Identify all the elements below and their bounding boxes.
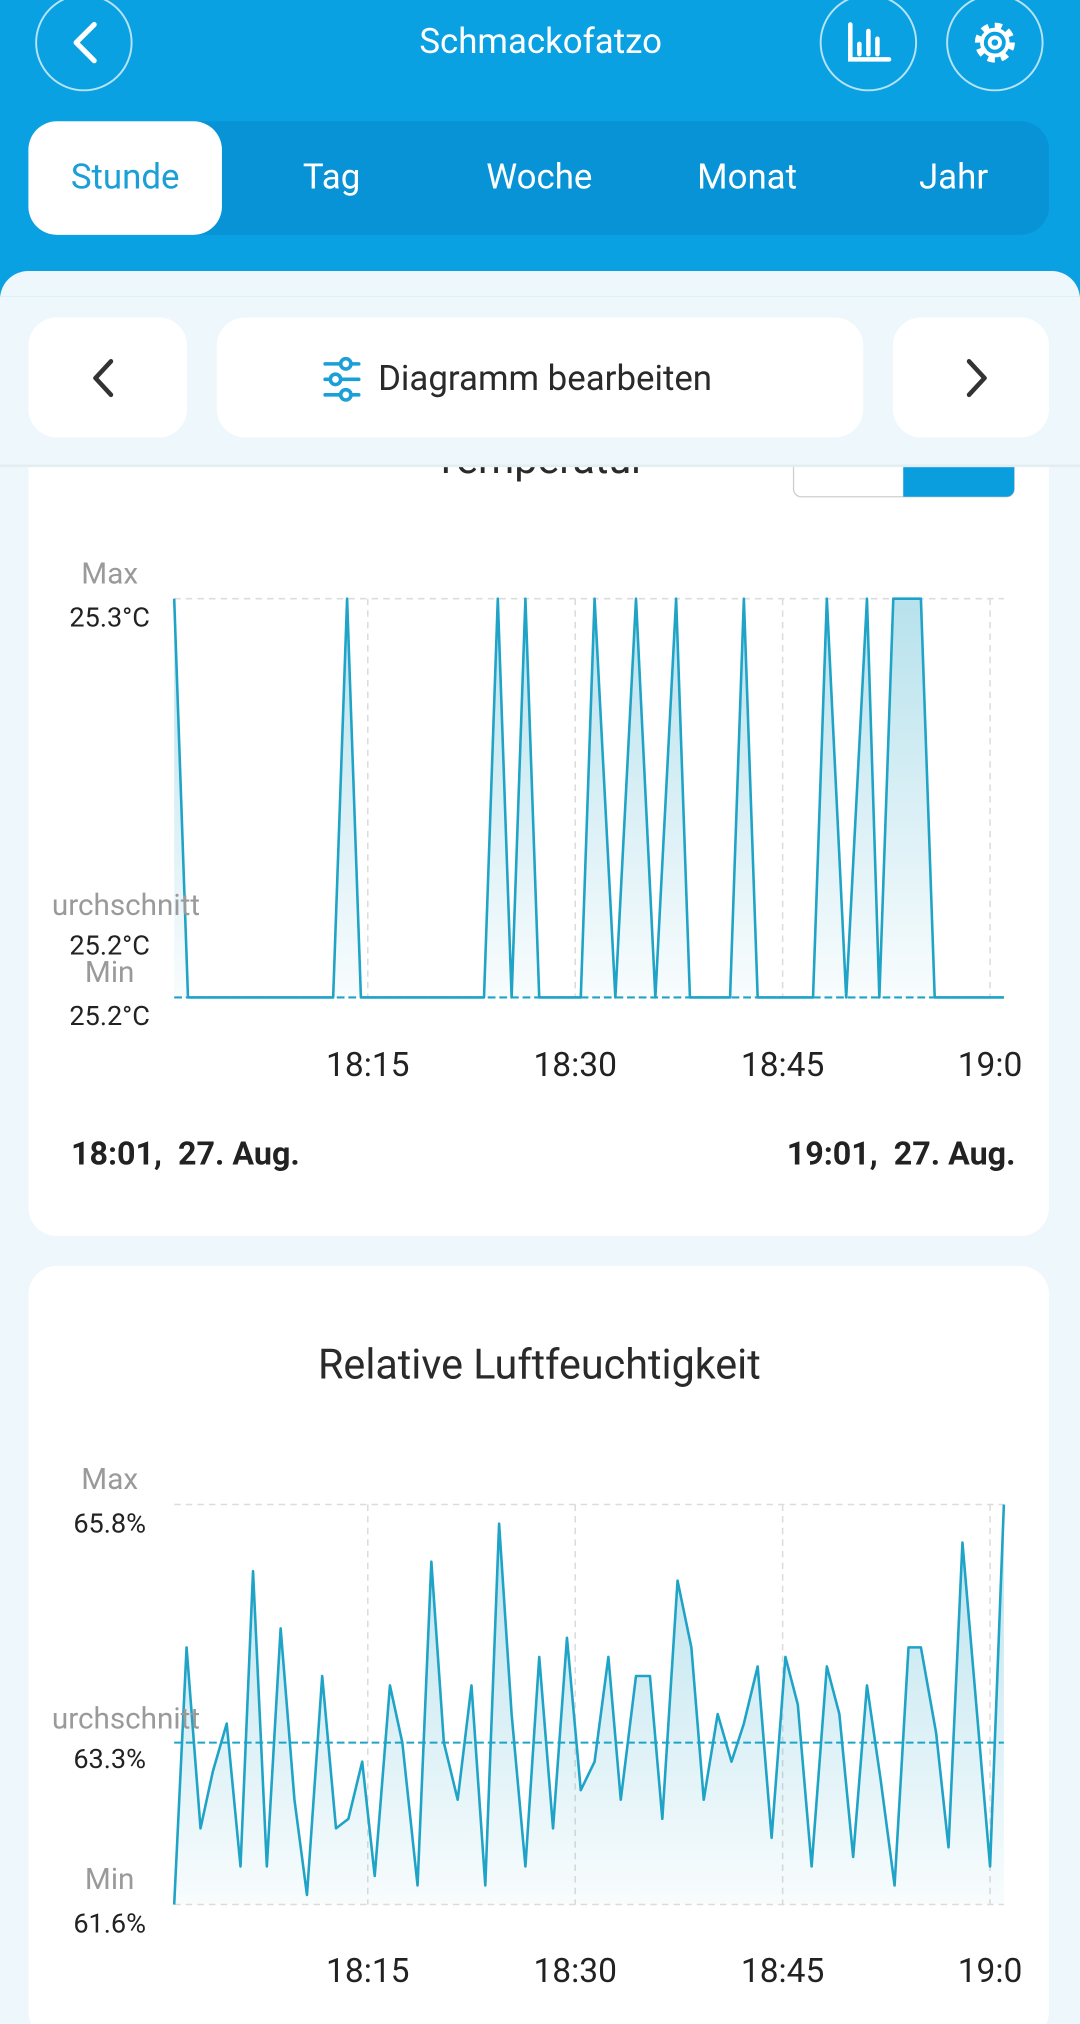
stats-button[interactable] — [819, 0, 918, 92]
edit-chart-button[interactable]: Diagramm bearbeiten — [216, 317, 864, 438]
average-label: 25.2°C — [69, 929, 150, 961]
x-tick-label: 18:30 — [533, 1046, 617, 1085]
average-name: urchschnitt — [52, 1702, 200, 1737]
active-tab-background[interactable] — [28, 121, 222, 235]
chart-title: Relative Luftfeuchtigkeit — [318, 1342, 761, 1390]
y-tick-label: 65.8% — [73, 1507, 146, 1539]
range-end: 19:01, 27. Aug. — [787, 1135, 1016, 1173]
edit-background[interactable] — [216, 317, 864, 438]
y-tick-name: Min — [85, 1862, 134, 1897]
previous-background[interactable] — [28, 317, 188, 438]
edit-button-label[interactable]: Diagramm bearbeiten — [378, 358, 712, 399]
y-tick-label: 25.2°C — [69, 1000, 150, 1032]
previous-icon[interactable] — [93, 359, 114, 398]
average-label: 63.3% — [73, 1743, 146, 1775]
back-icon[interactable] — [73, 21, 97, 64]
line-area — [174, 598, 1004, 998]
range-start: 18:01, 27. Aug. — [71, 1135, 300, 1173]
humidity-card: Relative Luftfeuchtigkeit 18:15 18:30 18:4… — [28, 1265, 1050, 2024]
slider-knob[interactable] — [338, 356, 353, 371]
back-button[interactable] — [35, 0, 133, 92]
x-tick-label: 18:45 — [741, 1952, 825, 1991]
content-top — [0, 270, 1080, 300]
tab-bar — [28, 121, 1050, 235]
y-tick-label: 61.6% — [73, 1907, 146, 1939]
stats-circle[interactable] — [819, 0, 918, 92]
y-tick-name: Max — [81, 556, 138, 591]
x-tick-label: 18:30 — [533, 1952, 617, 1991]
toolbar-shadow — [0, 464, 1080, 468]
tab-label[interactable]: Monat — [697, 157, 797, 198]
tab-label[interactable]: Jahr — [919, 157, 988, 198]
sliders-icon[interactable] — [323, 356, 361, 402]
stats-icon[interactable] — [848, 22, 892, 62]
previous-button[interactable] — [28, 317, 188, 438]
gear-teeth[interactable] — [974, 22, 1015, 63]
x-tick-label: 18:15 — [326, 1046, 410, 1085]
next-background[interactable] — [892, 317, 1050, 438]
gear-hub[interactable] — [987, 35, 1002, 50]
tab-label[interactable]: Stunde — [71, 157, 180, 198]
settings-button[interactable] — [946, 0, 1044, 92]
content-top-fill — [0, 296, 1080, 310]
y-tick-label: 25.3°C — [69, 602, 150, 634]
gear-ring[interactable] — [979, 27, 1010, 58]
slider-knob[interactable] — [338, 387, 353, 402]
header-title: Schmackofatzo — [419, 21, 662, 62]
tabs: Stunde Tag Woche Monat Jahr — [71, 157, 988, 198]
average-name: urchschnitt — [52, 888, 200, 923]
next-icon[interactable] — [966, 359, 987, 398]
temperature-card: Temperatur 18:1518:3018:4519:0Min25.2°CM… — [28, 387, 1050, 1237]
x-tick-label: 18:45 — [741, 1046, 825, 1085]
tab-label[interactable]: Tag — [303, 157, 360, 198]
back-circle[interactable] — [35, 0, 133, 92]
line — [172, 1504, 1006, 1905]
tab-label[interactable]: Woche — [486, 157, 592, 198]
next-button[interactable] — [892, 317, 1050, 438]
y-tick-name: Min — [85, 955, 134, 990]
settings-circle[interactable] — [946, 0, 1044, 92]
x-tick-label: 19:0 — [958, 1952, 1023, 1991]
slider-knob[interactable] — [328, 372, 343, 387]
y-tick-name: Max — [81, 1462, 138, 1497]
x-tick-label: 18:15 — [326, 1952, 410, 1991]
x-tick-label: 19:0 — [958, 1046, 1023, 1085]
